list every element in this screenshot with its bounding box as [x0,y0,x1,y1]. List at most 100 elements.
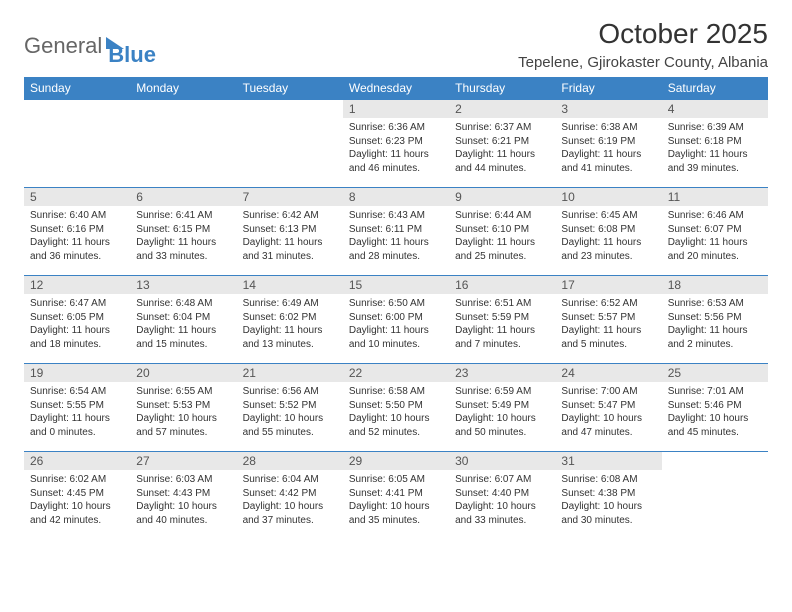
logo: General Blue [24,24,156,68]
day-number: 2 [449,100,555,118]
calendar-cell: 1Sunrise: 6:36 AMSunset: 6:23 PMDaylight… [343,100,449,188]
day-details: Sunrise: 6:02 AMSunset: 4:45 PMDaylight:… [24,470,130,530]
calendar-cell: 24Sunrise: 7:00 AMSunset: 5:47 PMDayligh… [555,364,661,452]
calendar-cell: 7Sunrise: 6:42 AMSunset: 6:13 PMDaylight… [237,188,343,276]
calendar-cell: 5Sunrise: 6:40 AMSunset: 6:16 PMDaylight… [24,188,130,276]
day-number: 12 [24,276,130,294]
day-header: Sunday [24,77,130,100]
day-details: Sunrise: 6:55 AMSunset: 5:53 PMDaylight:… [130,382,236,442]
calendar-cell: 17Sunrise: 6:52 AMSunset: 5:57 PMDayligh… [555,276,661,364]
day-details: Sunrise: 6:48 AMSunset: 6:04 PMDaylight:… [130,294,236,354]
day-number: 5 [24,188,130,206]
day-header: Thursday [449,77,555,100]
day-number: 24 [555,364,661,382]
calendar-cell: 27Sunrise: 6:03 AMSunset: 4:43 PMDayligh… [130,452,236,540]
day-number: 29 [343,452,449,470]
day-header: Wednesday [343,77,449,100]
calendar-cell: 28Sunrise: 6:04 AMSunset: 4:42 PMDayligh… [237,452,343,540]
day-number: 19 [24,364,130,382]
calendar-row: 12Sunrise: 6:47 AMSunset: 6:05 PMDayligh… [24,276,768,364]
day-details: Sunrise: 6:47 AMSunset: 6:05 PMDaylight:… [24,294,130,354]
day-number: 14 [237,276,343,294]
day-number: 25 [662,364,768,382]
day-details: Sunrise: 6:05 AMSunset: 4:41 PMDaylight:… [343,470,449,530]
calendar-cell: 13Sunrise: 6:48 AMSunset: 6:04 PMDayligh… [130,276,236,364]
day-number: 11 [662,188,768,206]
day-details: Sunrise: 6:03 AMSunset: 4:43 PMDaylight:… [130,470,236,530]
day-details: Sunrise: 6:37 AMSunset: 6:21 PMDaylight:… [449,118,555,178]
day-number: 13 [130,276,236,294]
calendar-cell: .. [662,452,768,540]
day-details: Sunrise: 6:56 AMSunset: 5:52 PMDaylight:… [237,382,343,442]
page-title: October 2025 [518,18,768,50]
day-number: 8 [343,188,449,206]
calendar-cell: 25Sunrise: 7:01 AMSunset: 5:46 PMDayligh… [662,364,768,452]
day-details: Sunrise: 6:46 AMSunset: 6:07 PMDaylight:… [662,206,768,266]
day-details: Sunrise: 6:43 AMSunset: 6:11 PMDaylight:… [343,206,449,266]
day-details: Sunrise: 6:52 AMSunset: 5:57 PMDaylight:… [555,294,661,354]
day-number: 26 [24,452,130,470]
calendar-cell: 30Sunrise: 6:07 AMSunset: 4:40 PMDayligh… [449,452,555,540]
logo-text-1: General [24,33,102,59]
day-header: Monday [130,77,236,100]
calendar-table: SundayMondayTuesdayWednesdayThursdayFrid… [24,77,768,540]
day-details: Sunrise: 6:40 AMSunset: 6:16 PMDaylight:… [24,206,130,266]
calendar-cell: .. [24,100,130,188]
calendar-cell: 9Sunrise: 6:44 AMSunset: 6:10 PMDaylight… [449,188,555,276]
title-block: October 2025 Tepelene, Gjirokaster Count… [518,18,768,71]
calendar-row: 26Sunrise: 6:02 AMSunset: 4:45 PMDayligh… [24,452,768,540]
day-details: Sunrise: 6:45 AMSunset: 6:08 PMDaylight:… [555,206,661,266]
day-number: 21 [237,364,343,382]
day-number: 3 [555,100,661,118]
calendar-row: 5Sunrise: 6:40 AMSunset: 6:16 PMDaylight… [24,188,768,276]
calendar-cell: .. [130,100,236,188]
day-details: Sunrise: 6:51 AMSunset: 5:59 PMDaylight:… [449,294,555,354]
calendar-cell: 12Sunrise: 6:47 AMSunset: 6:05 PMDayligh… [24,276,130,364]
day-number: 6 [130,188,236,206]
day-number: 16 [449,276,555,294]
day-details: Sunrise: 6:42 AMSunset: 6:13 PMDaylight:… [237,206,343,266]
calendar-cell: 8Sunrise: 6:43 AMSunset: 6:11 PMDaylight… [343,188,449,276]
calendar-cell: 10Sunrise: 6:45 AMSunset: 6:08 PMDayligh… [555,188,661,276]
calendar-body: ......1Sunrise: 6:36 AMSunset: 6:23 PMDa… [24,100,768,540]
header: General Blue October 2025 Tepelene, Gjir… [24,18,768,71]
day-number: 22 [343,364,449,382]
day-number: 23 [449,364,555,382]
day-details: Sunrise: 6:50 AMSunset: 6:00 PMDaylight:… [343,294,449,354]
day-details: Sunrise: 6:44 AMSunset: 6:10 PMDaylight:… [449,206,555,266]
calendar-cell: .. [237,100,343,188]
calendar-cell: 4Sunrise: 6:39 AMSunset: 6:18 PMDaylight… [662,100,768,188]
calendar-cell: 2Sunrise: 6:37 AMSunset: 6:21 PMDaylight… [449,100,555,188]
day-number: 4 [662,100,768,118]
calendar-cell: 31Sunrise: 6:08 AMSunset: 4:38 PMDayligh… [555,452,661,540]
day-number: 9 [449,188,555,206]
calendar-row: 19Sunrise: 6:54 AMSunset: 5:55 PMDayligh… [24,364,768,452]
calendar-cell: 14Sunrise: 6:49 AMSunset: 6:02 PMDayligh… [237,276,343,364]
day-details: Sunrise: 6:38 AMSunset: 6:19 PMDaylight:… [555,118,661,178]
day-number: 31 [555,452,661,470]
day-details: Sunrise: 6:58 AMSunset: 5:50 PMDaylight:… [343,382,449,442]
day-number: 20 [130,364,236,382]
day-number: 27 [130,452,236,470]
calendar-cell: 18Sunrise: 6:53 AMSunset: 5:56 PMDayligh… [662,276,768,364]
calendar-cell: 6Sunrise: 6:41 AMSunset: 6:15 PMDaylight… [130,188,236,276]
day-number: 7 [237,188,343,206]
day-number: 18 [662,276,768,294]
day-number: 17 [555,276,661,294]
day-details: Sunrise: 7:01 AMSunset: 5:46 PMDaylight:… [662,382,768,442]
calendar-cell: 11Sunrise: 6:46 AMSunset: 6:07 PMDayligh… [662,188,768,276]
calendar-cell: 20Sunrise: 6:55 AMSunset: 5:53 PMDayligh… [130,364,236,452]
calendar-cell: 29Sunrise: 6:05 AMSunset: 4:41 PMDayligh… [343,452,449,540]
calendar-cell: 22Sunrise: 6:58 AMSunset: 5:50 PMDayligh… [343,364,449,452]
calendar-cell: 26Sunrise: 6:02 AMSunset: 4:45 PMDayligh… [24,452,130,540]
calendar-cell: 23Sunrise: 6:59 AMSunset: 5:49 PMDayligh… [449,364,555,452]
day-details: Sunrise: 6:04 AMSunset: 4:42 PMDaylight:… [237,470,343,530]
location-text: Tepelene, Gjirokaster County, Albania [518,54,768,71]
day-details: Sunrise: 6:59 AMSunset: 5:49 PMDaylight:… [449,382,555,442]
day-number: 15 [343,276,449,294]
day-header: Saturday [662,77,768,100]
day-details: Sunrise: 6:07 AMSunset: 4:40 PMDaylight:… [449,470,555,530]
day-number: 28 [237,452,343,470]
day-details: Sunrise: 7:00 AMSunset: 5:47 PMDaylight:… [555,382,661,442]
calendar-head: SundayMondayTuesdayWednesdayThursdayFrid… [24,77,768,100]
